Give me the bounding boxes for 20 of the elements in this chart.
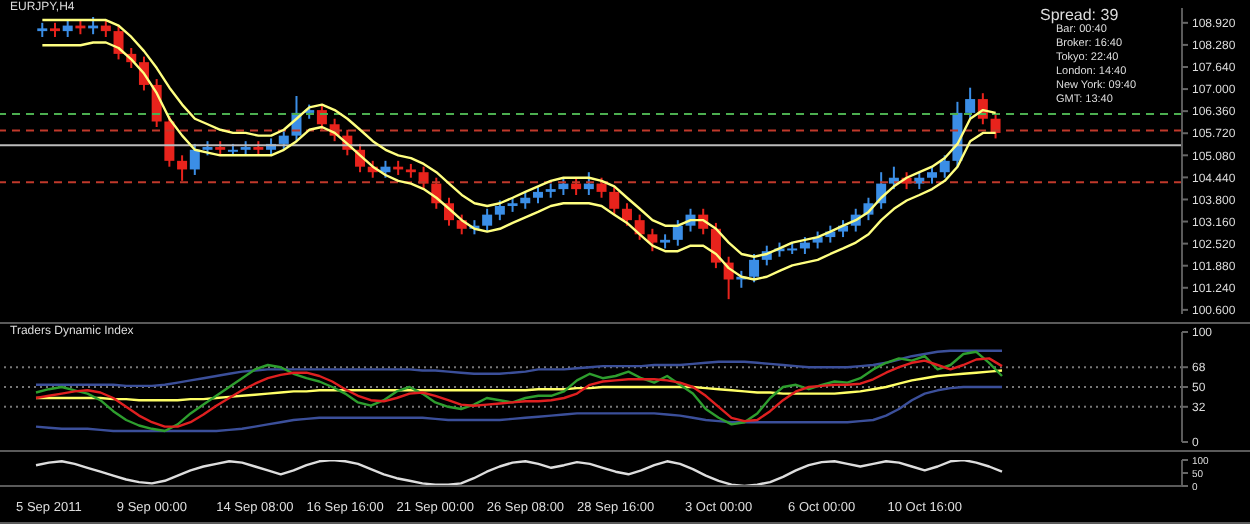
candlestick — [965, 86, 976, 120]
candlestick — [177, 154, 188, 182]
candlestick — [482, 207, 493, 233]
candlestick — [939, 154, 950, 179]
candlestick — [609, 185, 620, 216]
candlestick — [647, 227, 658, 253]
line-series — [34, 385, 1004, 433]
line-series — [34, 349, 1004, 388]
candlestick — [749, 252, 760, 284]
candlestick — [672, 219, 683, 247]
text: Spread: 39 — [1040, 6, 1121, 24]
line-series — [34, 460, 1004, 486]
candlestick — [596, 176, 607, 199]
line-series — [34, 369, 1004, 402]
candlestick — [494, 199, 505, 222]
candlestick — [189, 142, 200, 176]
candlestick — [418, 165, 429, 191]
candlestick — [583, 171, 594, 196]
candlestick — [621, 202, 632, 227]
candlestick — [278, 128, 289, 151]
